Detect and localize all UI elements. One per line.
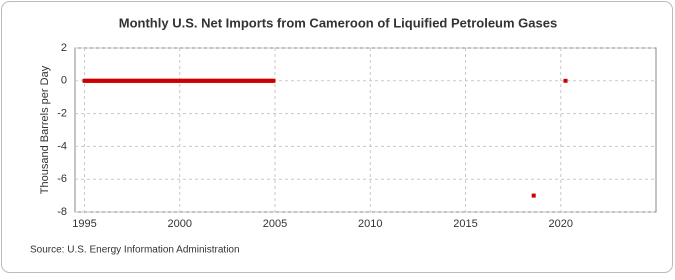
y-tick-label: -6 xyxy=(57,173,67,185)
x-tick-label: 2005 xyxy=(263,218,287,230)
x-tick-label: 2010 xyxy=(358,218,382,230)
y-tick-label: 0 xyxy=(61,75,67,87)
chart-title: Monthly U.S. Net Imports from Cameroon o… xyxy=(119,15,557,30)
data-point xyxy=(271,78,276,83)
x-tick-label: 1995 xyxy=(72,218,96,230)
x-tick-label: 2020 xyxy=(549,218,573,230)
y-tick-label: -8 xyxy=(57,206,67,218)
x-tick-label: 2015 xyxy=(453,218,477,230)
data-point xyxy=(563,78,568,83)
y-tick-label: -2 xyxy=(57,108,67,120)
data-point xyxy=(531,193,536,198)
x-tick-label: 2000 xyxy=(168,218,192,230)
source-note: Source: U.S. Energy Information Administ… xyxy=(30,245,240,256)
y-tick-label: -4 xyxy=(57,140,67,152)
y-tick-label: 2 xyxy=(61,42,67,54)
chart-frame xyxy=(1,1,673,273)
y-axis-label: Thousand Barrels per Day xyxy=(39,65,51,194)
